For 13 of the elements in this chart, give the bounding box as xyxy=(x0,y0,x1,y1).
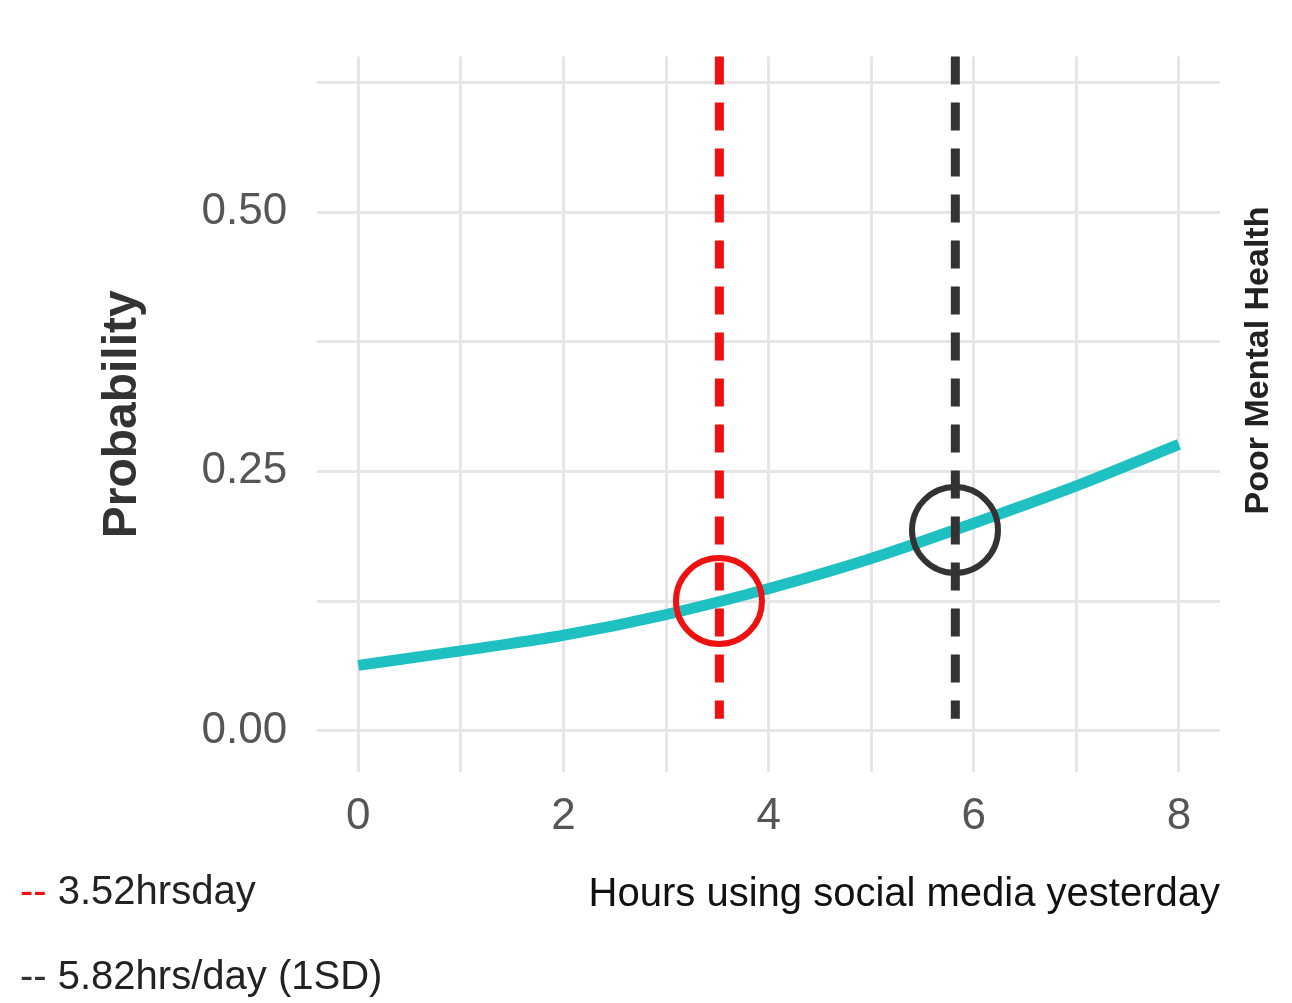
y-tick-label: 0.50 xyxy=(201,184,288,234)
ref-line-label: -- 3.52hrsday xyxy=(20,868,256,913)
x-tick-label: 8 xyxy=(1166,788,1192,838)
text: Poor Mental Health xyxy=(1237,206,1277,514)
y-tick-label: 0.25 xyxy=(201,443,288,493)
x-tick-label: 6 xyxy=(961,788,987,838)
x-tick-label: 2 xyxy=(551,788,576,838)
y-axis-title: Probability xyxy=(93,289,147,539)
x-axis-title: Hours using social media yesterday xyxy=(588,870,1220,915)
ref-line-label: -- 5.82hrs/day (1SD) xyxy=(20,953,383,998)
x-tick-label: 4 xyxy=(756,788,781,838)
x-tick-label: 0 xyxy=(346,788,371,838)
y-tick-label: 0.00 xyxy=(201,702,288,752)
